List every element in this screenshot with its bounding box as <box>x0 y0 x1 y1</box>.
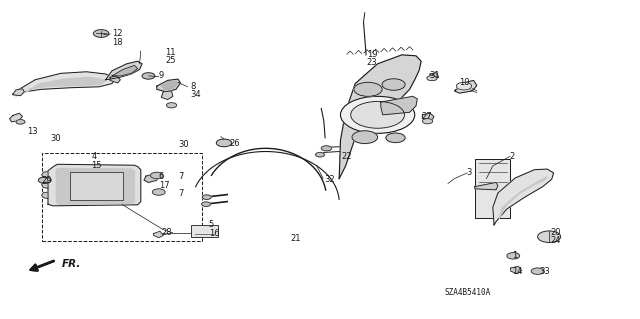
Circle shape <box>202 202 211 206</box>
Text: 21: 21 <box>290 234 300 243</box>
Text: SZA4B5410A: SZA4B5410A <box>445 288 491 297</box>
Polygon shape <box>42 182 48 188</box>
Polygon shape <box>499 177 547 219</box>
Circle shape <box>427 76 437 81</box>
Polygon shape <box>48 164 141 206</box>
Polygon shape <box>106 61 142 80</box>
Circle shape <box>316 152 324 157</box>
Circle shape <box>340 96 415 133</box>
Text: 15: 15 <box>92 161 102 170</box>
Text: 23: 23 <box>367 58 378 67</box>
Polygon shape <box>157 79 180 92</box>
Text: 22: 22 <box>342 152 352 161</box>
Polygon shape <box>26 77 106 93</box>
Text: 17: 17 <box>159 181 170 189</box>
Polygon shape <box>154 231 163 238</box>
Polygon shape <box>430 73 438 80</box>
Circle shape <box>152 189 165 195</box>
Bar <box>191 225 218 237</box>
Text: 31: 31 <box>429 71 440 80</box>
Text: 4: 4 <box>92 152 97 161</box>
Text: 33: 33 <box>539 267 550 276</box>
Text: 30: 30 <box>178 140 189 149</box>
Circle shape <box>456 82 472 90</box>
Polygon shape <box>10 113 22 122</box>
Polygon shape <box>422 113 434 122</box>
Text: 7: 7 <box>178 172 183 181</box>
Circle shape <box>386 133 405 143</box>
Text: 10: 10 <box>460 78 470 87</box>
Circle shape <box>507 253 520 259</box>
Text: 26: 26 <box>229 139 240 148</box>
Polygon shape <box>110 76 120 83</box>
Circle shape <box>321 146 332 151</box>
Polygon shape <box>454 80 477 93</box>
Circle shape <box>142 73 155 79</box>
Circle shape <box>216 139 232 147</box>
Circle shape <box>531 268 544 274</box>
Circle shape <box>354 82 382 96</box>
Text: 19: 19 <box>367 50 377 59</box>
Text: 14: 14 <box>512 267 522 276</box>
Text: 30: 30 <box>50 134 61 143</box>
Text: 7: 7 <box>178 189 183 198</box>
Text: 25: 25 <box>165 56 175 65</box>
Circle shape <box>351 101 404 128</box>
Polygon shape <box>511 266 522 274</box>
Polygon shape <box>493 169 554 225</box>
Text: 29: 29 <box>42 176 52 185</box>
Polygon shape <box>42 192 48 198</box>
Bar <box>42 153 202 241</box>
Polygon shape <box>475 182 498 190</box>
Bar <box>475 159 510 218</box>
Circle shape <box>16 120 25 124</box>
Circle shape <box>202 195 211 199</box>
Circle shape <box>382 79 405 90</box>
Text: 28: 28 <box>161 228 172 237</box>
Text: 2: 2 <box>509 152 515 161</box>
Text: 9: 9 <box>159 71 164 80</box>
Text: 5: 5 <box>209 220 214 229</box>
Text: 32: 32 <box>324 175 335 184</box>
Text: 18: 18 <box>112 38 123 47</box>
Text: 8: 8 <box>191 82 196 91</box>
Text: 12: 12 <box>112 29 122 38</box>
Circle shape <box>422 119 433 124</box>
Circle shape <box>93 30 109 37</box>
Polygon shape <box>13 89 24 96</box>
Polygon shape <box>144 174 159 182</box>
Text: 6: 6 <box>159 172 164 181</box>
Text: 27: 27 <box>421 112 432 121</box>
Polygon shape <box>112 65 138 76</box>
Text: 1: 1 <box>512 251 517 260</box>
Polygon shape <box>42 172 48 178</box>
Text: 24: 24 <box>550 236 561 245</box>
Text: 3: 3 <box>466 168 471 177</box>
Bar <box>70 172 123 200</box>
Polygon shape <box>16 72 115 96</box>
Text: 34: 34 <box>191 90 202 99</box>
Circle shape <box>150 172 163 179</box>
Text: 16: 16 <box>209 229 220 238</box>
Circle shape <box>538 231 561 242</box>
Polygon shape <box>161 91 173 100</box>
Polygon shape <box>56 168 134 204</box>
Text: 11: 11 <box>165 48 175 57</box>
Circle shape <box>38 177 51 183</box>
Text: 20: 20 <box>550 228 561 237</box>
Circle shape <box>352 131 378 144</box>
Polygon shape <box>339 55 421 179</box>
Text: FR.: FR. <box>61 259 81 269</box>
Polygon shape <box>381 96 417 115</box>
Text: 13: 13 <box>27 127 38 136</box>
Polygon shape <box>161 81 178 90</box>
Circle shape <box>166 103 177 108</box>
